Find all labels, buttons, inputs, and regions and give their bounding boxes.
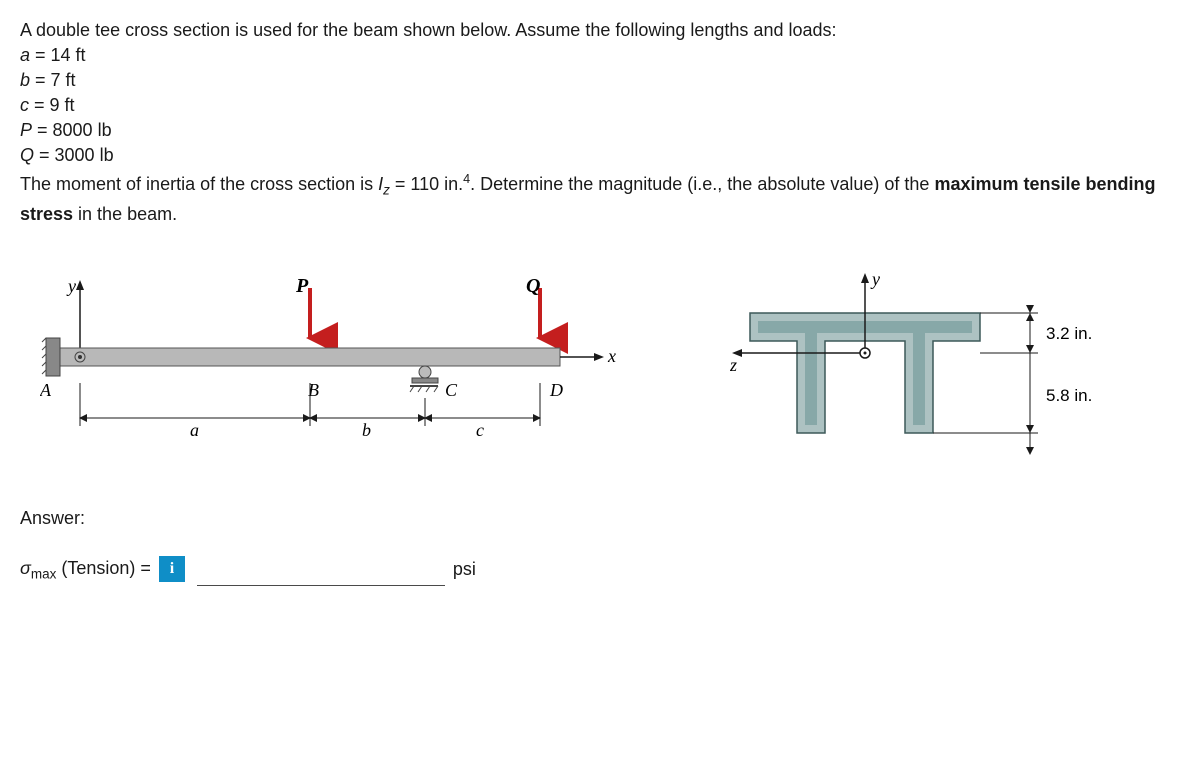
P-sym: P: [20, 120, 32, 140]
answer-label: Answer:: [20, 508, 1180, 529]
cross-section-diagram: y z 3.2 in. 5.8 in.: [730, 273, 1130, 463]
a-val: = 14 ft: [30, 45, 86, 65]
d2-label: 5.8 in.: [1046, 386, 1092, 405]
D-label: D: [549, 380, 563, 400]
stmt-end: in the beam.: [73, 204, 177, 224]
question-stmt: The moment of inertia of the cross secti…: [20, 170, 1180, 228]
intro-text: A double tee cross section is used for t…: [20, 20, 1180, 41]
sigma-sub: max: [31, 566, 57, 581]
a-sym: a: [20, 45, 30, 65]
sigma-sym: σmax (Tension) =: [20, 558, 151, 582]
sec-y-label: y: [870, 273, 880, 289]
diagrams-row: y P Q x A B C D: [40, 268, 1180, 468]
param-a: a = 14 ft: [20, 45, 1180, 66]
P-load: P: [295, 275, 309, 297]
info-icon[interactable]: i: [159, 556, 185, 582]
C-label: C: [445, 380, 458, 400]
param-P: P = 8000 lb: [20, 120, 1180, 141]
y-label: y: [66, 276, 76, 296]
b-sym: b: [20, 70, 30, 90]
param-c: c = 9 ft: [20, 95, 1180, 116]
c-sym: c: [20, 95, 29, 115]
x-label: x: [607, 346, 616, 366]
param-Q: Q = 3000 lb: [20, 145, 1180, 166]
d1-label: 3.2 in.: [1046, 324, 1092, 343]
stmt-pre: The moment of inertia of the cross secti…: [20, 174, 378, 194]
Iz-eq: = 110 in.: [390, 174, 463, 194]
sigma-rest: (Tension) =: [56, 558, 151, 578]
sigma: σ: [20, 558, 31, 578]
beam-diagram: y P Q x A B C D: [40, 268, 620, 468]
P-val: = 8000 lb: [32, 120, 112, 140]
sec-z-label: z: [730, 355, 737, 375]
Q-val: = 3000 lb: [34, 145, 114, 165]
unit-label: psi: [453, 559, 476, 580]
dim-c: c: [476, 420, 484, 440]
b-val: = 7 ft: [30, 70, 76, 90]
dim-a: a: [190, 420, 199, 440]
A-label: A: [40, 380, 52, 400]
dim-b: b: [362, 420, 371, 440]
param-b: b = 7 ft: [20, 70, 1180, 91]
answer-row: σmax (Tension) = i psi: [20, 553, 1180, 586]
stmt-mid: . Determine the magnitude (i.e., the abs…: [470, 174, 934, 194]
Q-sym: Q: [20, 145, 34, 165]
Iz-sub: z: [383, 183, 390, 198]
Q-load: Q: [526, 275, 540, 297]
c-val: = 9 ft: [29, 95, 75, 115]
answer-input[interactable]: [197, 553, 445, 586]
